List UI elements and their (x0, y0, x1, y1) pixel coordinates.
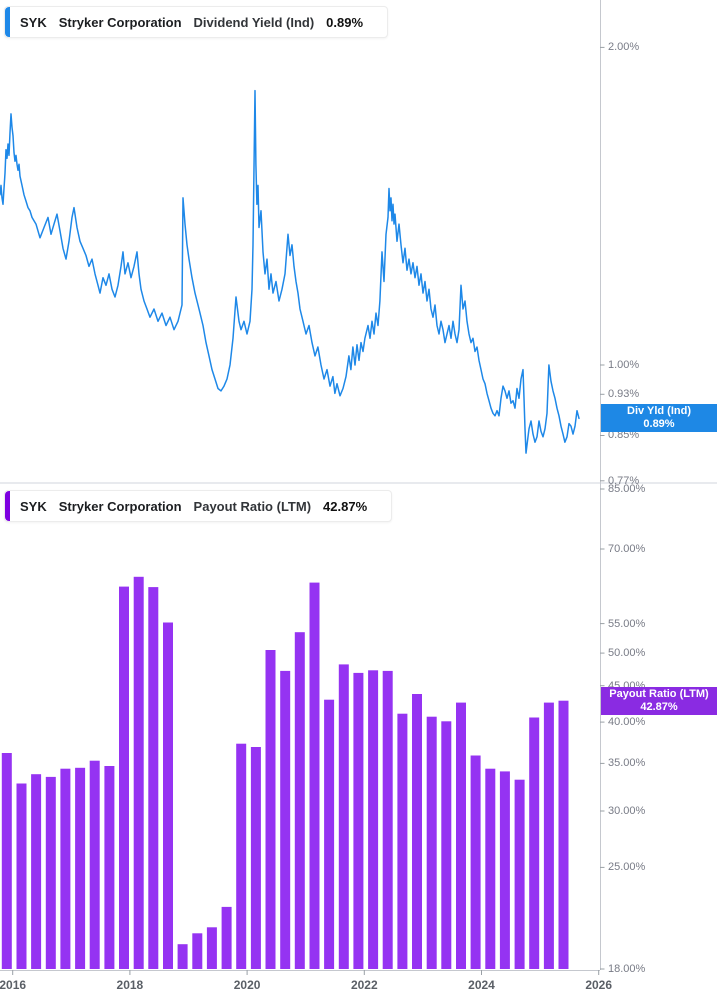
payout-ratio-bar (45, 776, 56, 969)
payout-ratio-bar (353, 672, 364, 969)
payout-ratio-bar (485, 768, 496, 969)
badge-value: 0.89% (643, 418, 675, 430)
y-axis-label: 30.00% (608, 805, 646, 818)
y-axis-label: 25.00% (608, 861, 646, 874)
ticker-symbol: SYK (20, 498, 47, 514)
x-axis-label: 2022 (350, 978, 378, 992)
dividend-yield-line (0, 89, 580, 454)
payout-ratio-bar (397, 713, 408, 969)
payout-ratio-bar (441, 721, 452, 969)
y-axis-label: 50.00% (608, 647, 646, 660)
last-value-badge-div-yld: Div Yld (Ind) 0.89% (601, 404, 717, 432)
metric-name: Dividend Yield (Ind) (193, 14, 315, 30)
payout-ratio-bar (104, 766, 115, 969)
y-axis-label: 0.85% (608, 429, 640, 442)
y-axis-label: 18.00% (608, 963, 646, 975)
y-axis-label: 0.77% (608, 474, 640, 487)
badge-label: Payout Ratio (LTM) (609, 688, 709, 700)
payout-ratio-bar (382, 670, 393, 969)
payout-ratio-bar (294, 632, 305, 969)
payout-ratio-bar (250, 747, 261, 969)
payout-ratio-bar (89, 760, 100, 969)
payout-ratio-bar (31, 774, 42, 969)
payout-ratio-bar (426, 716, 437, 969)
payout-ratio-bar (148, 587, 159, 969)
payout-ratio-bar (514, 779, 525, 969)
badge-value: 42.87% (640, 701, 678, 713)
y-axis-label: 2.00% (608, 41, 640, 54)
payout-ratio-bar (558, 700, 569, 969)
metric-value: 42.87% (323, 498, 368, 514)
legend-dividend-yield: SYK Stryker Corporation Dividend Yield (… (4, 6, 389, 38)
payout-ratio-bar (309, 582, 320, 969)
payout-ratio-bar (206, 927, 217, 969)
series-color-accent-purple (5, 491, 10, 521)
x-axis-label: 2018 (116, 978, 144, 992)
y-axis-label: 1.00% (608, 359, 640, 371)
company-name: Stryker Corporation (58, 14, 182, 30)
payout-ratio-bar (529, 717, 540, 969)
payout-ratio-bar (338, 664, 349, 969)
y-axis-label: 55.00% (608, 617, 646, 630)
payout-ratio-bar (16, 783, 27, 969)
last-value-badge-payout-ratio: Payout Ratio (LTM) 42.87% (601, 687, 717, 715)
y-axis-label: 85.00% (608, 483, 646, 495)
payout-ratio-bar (470, 755, 481, 969)
payout-ratio-bar (412, 694, 422, 969)
payout-ratio-bar (221, 906, 232, 969)
payout-ratio-bar (133, 576, 144, 969)
badge-label: Div Yld (Ind) (627, 405, 691, 417)
ticker-symbol: SYK (20, 14, 47, 30)
payout-ratio-bar (177, 944, 188, 969)
payout-ratio-bar (1, 753, 12, 969)
payout-ratio-bar (236, 743, 247, 969)
metric-name: Payout Ratio (LTM) (193, 498, 312, 514)
payout-ratio-bar (119, 586, 129, 969)
payout-ratio-bar (368, 670, 379, 969)
payout-ratio-bar (499, 771, 510, 969)
payout-ratio-bar (324, 699, 335, 969)
payout-ratio-bar (456, 702, 466, 969)
y-axis-label: 70.00% (608, 543, 646, 556)
series-color-accent-blue (5, 7, 10, 37)
payout-ratio-bar (75, 767, 86, 969)
x-axis-label: 2024 (468, 978, 495, 992)
y-axis-label: 0.93% (608, 388, 640, 401)
payout-ratio-bar (543, 702, 554, 969)
payout-ratio-bar (163, 622, 173, 969)
payout-ratio-bar (192, 933, 203, 969)
payout-ratio-bar (265, 650, 276, 969)
company-name: Stryker Corporation (58, 498, 182, 514)
x-axis-label: 2016 (0, 978, 27, 992)
y-axis-label: 35.00% (608, 757, 646, 770)
metric-value: 0.89% (326, 14, 364, 30)
payout-ratio-bar (60, 768, 71, 969)
payout-ratio-bar (280, 670, 291, 969)
x-axis-label: 2026 (585, 978, 613, 992)
x-axis-label: 2020 (233, 978, 261, 992)
y-axis-label: 40.00% (608, 716, 646, 729)
legend-payout-ratio: SYK Stryker Corporation Payout Ratio (LT… (4, 490, 393, 522)
